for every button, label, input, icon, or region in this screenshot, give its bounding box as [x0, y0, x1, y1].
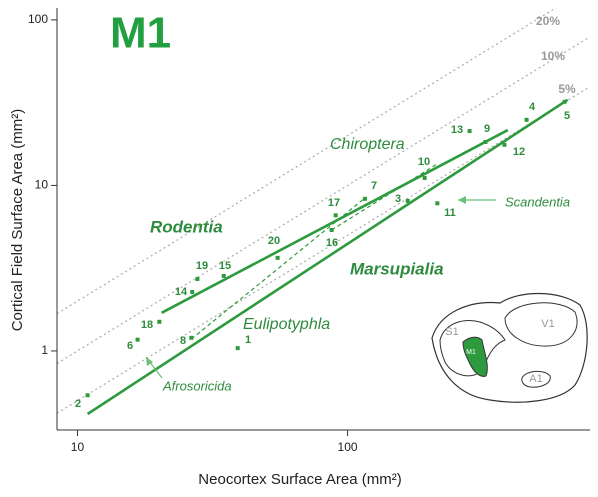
reference-line — [57, 86, 590, 414]
point — [275, 255, 280, 260]
point-label: 18 — [141, 319, 153, 331]
y-tick-label: 100 — [28, 12, 48, 26]
point-label: 5 — [564, 110, 570, 122]
point — [135, 337, 140, 342]
point — [435, 201, 440, 206]
arrowhead — [146, 357, 153, 366]
point — [524, 117, 529, 122]
point-label: 16 — [326, 237, 338, 249]
point-label: 7 — [371, 180, 377, 192]
point — [467, 129, 472, 134]
reference-label: 20% — [536, 14, 560, 28]
inset-label: S1 — [445, 326, 458, 338]
point-label: 19 — [196, 260, 208, 272]
point-label: 3 — [395, 193, 401, 205]
x-tick-label: 100 — [338, 440, 358, 454]
point-label: 1 — [245, 334, 251, 346]
point-label: 2 — [75, 398, 81, 410]
annotation: Scandentia — [505, 194, 570, 209]
point — [329, 227, 334, 232]
point — [221, 273, 226, 278]
reference-line — [57, 8, 557, 315]
chart-title: M1 — [110, 9, 171, 58]
annotation: Chiroptera — [330, 136, 405, 153]
y-axis-label: Cortical Field Surface Area (mm²) — [9, 109, 26, 332]
point — [422, 175, 427, 180]
point — [483, 139, 488, 144]
fit-line — [190, 197, 366, 340]
v1-region — [504, 302, 578, 347]
y-tick-label: 10 — [35, 178, 49, 192]
annotation: Eulipotyphla — [243, 316, 330, 333]
inset-label: V1 — [541, 318, 554, 330]
arrowhead — [458, 196, 466, 204]
point — [502, 142, 507, 147]
point-label: 17 — [328, 197, 340, 209]
point — [562, 99, 567, 104]
reference-line — [57, 36, 590, 364]
point-label: 20 — [268, 235, 280, 247]
x-axis-label: Neocortex Surface Area (mm²) — [198, 471, 401, 488]
annotation: Marsupialia — [350, 259, 444, 278]
point — [405, 198, 410, 203]
point — [85, 393, 90, 398]
point-label: 8 — [180, 335, 186, 347]
annotation: Afrosoricida — [162, 378, 232, 393]
point — [190, 290, 195, 295]
inset-label: M1 — [466, 349, 476, 356]
point — [235, 346, 240, 351]
y-tick-label: 1 — [41, 343, 48, 357]
point — [189, 335, 194, 340]
m1-region — [462, 336, 488, 377]
point — [195, 277, 200, 282]
point-label: 11 — [444, 207, 456, 219]
plot-area — [57, 8, 590, 416]
point-label: 6 — [127, 340, 133, 352]
point-label: 14 — [175, 286, 188, 298]
brain-inset — [431, 292, 588, 403]
point — [333, 213, 338, 218]
fit-line — [161, 128, 509, 314]
reference-label: 10% — [541, 49, 565, 63]
point-label: 13 — [451, 124, 463, 136]
point-label: 9 — [484, 123, 490, 135]
point — [362, 196, 367, 201]
annotation: Rodentia — [150, 217, 223, 236]
x-tick-label: 10 — [71, 440, 85, 454]
fit-line — [86, 98, 569, 416]
point — [157, 319, 162, 324]
point-label: 10 — [418, 156, 430, 168]
point-label: 4 — [529, 101, 536, 113]
inset-label: A1 — [529, 373, 542, 385]
point-label: 15 — [219, 260, 231, 272]
reference-label: 5% — [558, 82, 576, 96]
point-label: 12 — [513, 146, 525, 158]
a1-region — [521, 370, 551, 388]
